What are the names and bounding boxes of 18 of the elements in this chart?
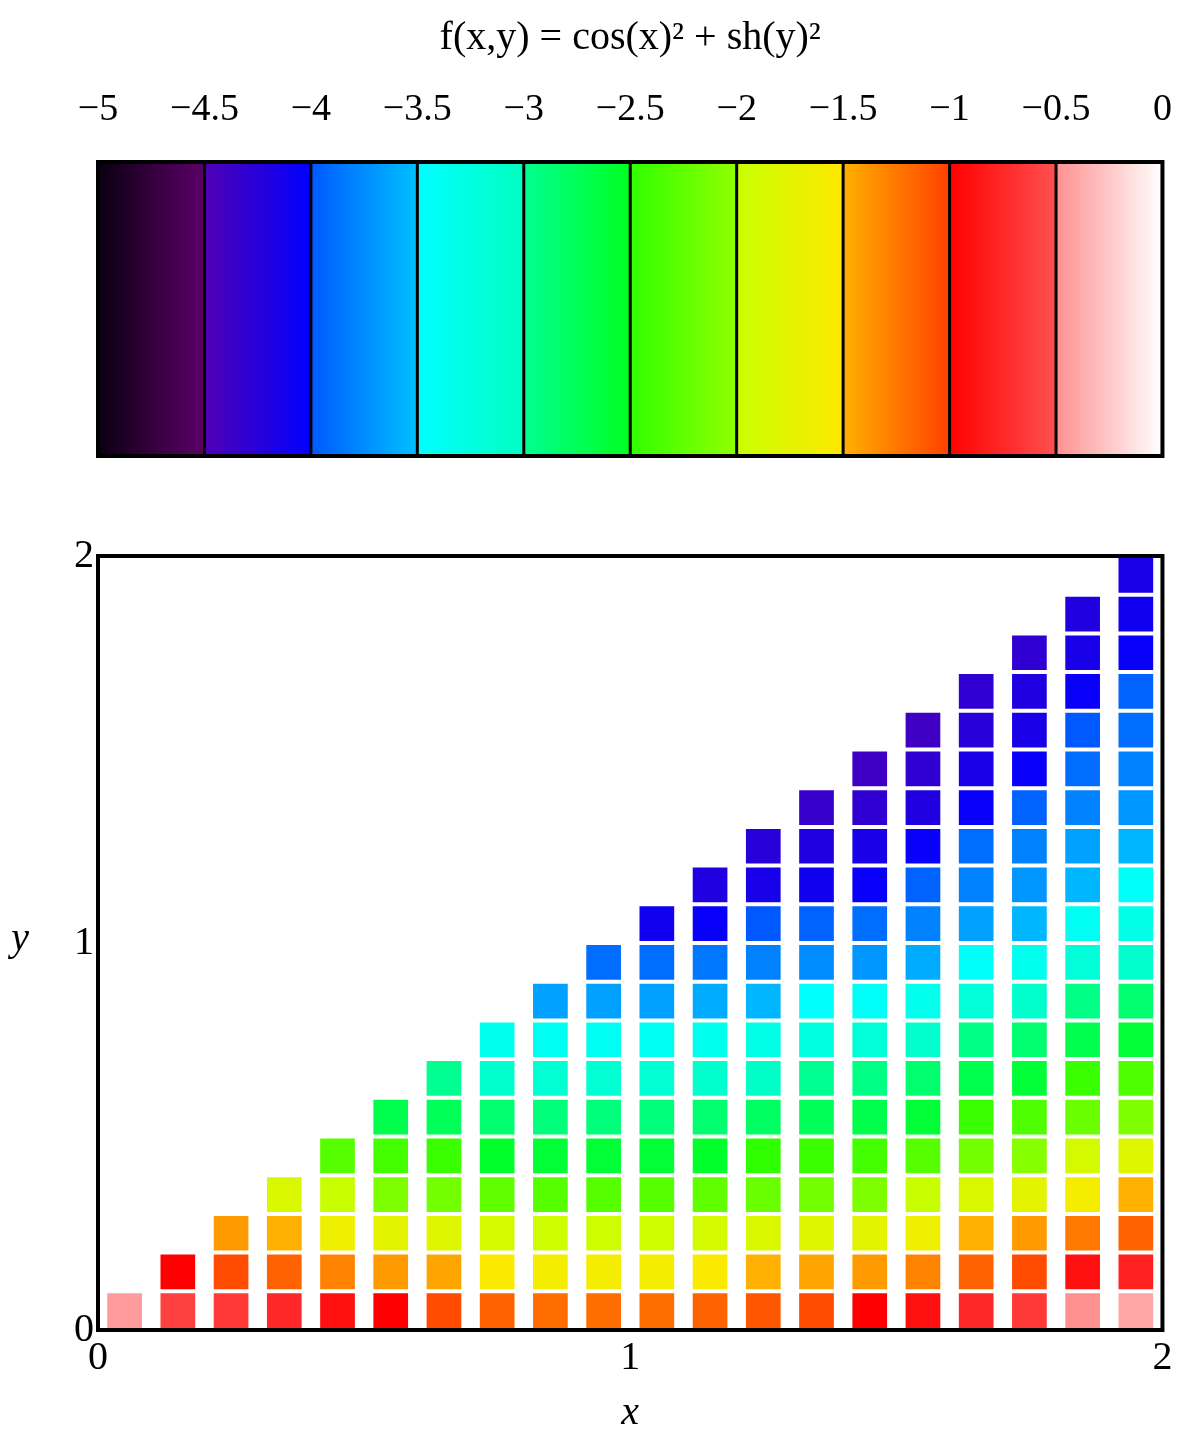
color-bar-label: −1.5 [808, 85, 878, 128]
x-tick-label: 2 [1152, 1332, 1173, 1378]
y-tick-label: 1 [74, 917, 94, 963]
color-bar-label: −2.5 [595, 85, 665, 128]
color-bar-label: −0.5 [1021, 85, 1091, 128]
color-bar-label: 0 [1152, 85, 1172, 128]
x-axis-title: x [620, 1387, 640, 1433]
y-axis-title: y [7, 913, 30, 959]
color-bar-label: −4 [290, 85, 332, 128]
chart-title: f(x,y) = cos(x)² + sh(y)² [439, 12, 821, 58]
color-bar-label: −4.5 [169, 85, 239, 128]
color-bar-label: −3.5 [382, 85, 452, 128]
x-tick-label: 1 [620, 1332, 641, 1378]
y-tick-label: 2 [74, 530, 94, 576]
color-bar-label: −5 [77, 85, 119, 128]
color-bar-label: −3 [503, 85, 544, 128]
color-bar-label: −2 [716, 85, 757, 128]
color-bar-label: −1 [929, 85, 970, 128]
